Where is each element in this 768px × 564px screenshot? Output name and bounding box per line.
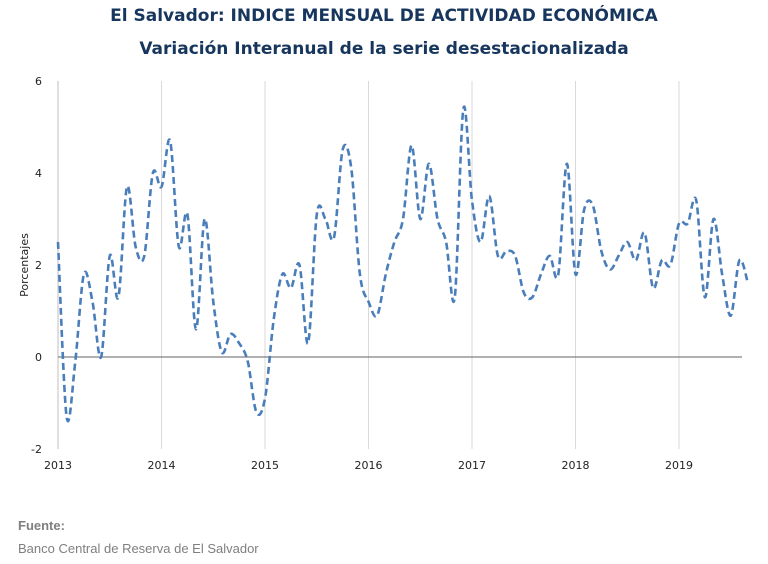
x-tick-2014: 2014 (148, 459, 176, 472)
x-tick-2019: 2019 (665, 459, 693, 472)
x-tick-2015: 2015 (251, 459, 279, 472)
y-tick--2: -2 (31, 443, 42, 456)
x-tick-2018: 2018 (562, 459, 590, 472)
chart-subtitle: Variación Interanual de la serie desesta… (139, 39, 629, 59)
source-label: Fuente: (18, 518, 65, 533)
x-tick-2017: 2017 (458, 459, 486, 472)
grid-lines (161, 81, 680, 449)
y-tick-2: 2 (35, 259, 42, 272)
y-tick-6: 6 (35, 75, 42, 88)
y-tick-0: 0 (35, 351, 42, 364)
x-tick-2013: 2013 (44, 459, 72, 472)
chart-title: El Salvador: INDICE MENSUAL DE ACTIVIDAD… (110, 6, 658, 26)
x-tick-2016: 2016 (355, 459, 383, 472)
y-axis-label: Porcentajes (18, 233, 31, 297)
line-chart: -2 0 2 4 6 2013 2014 2015 2016 2017 2018 2019 Porc… (18, 75, 750, 472)
x-tick-labels: 2013 2014 2015 2016 2017 2018 2019 (44, 459, 693, 472)
y-tick-4: 4 (35, 167, 42, 180)
series-line (56, 105, 750, 423)
y-tick-labels: -2 0 2 4 6 (31, 75, 42, 456)
source-text: Banco Central de Reserva de El Salvador (18, 541, 259, 556)
